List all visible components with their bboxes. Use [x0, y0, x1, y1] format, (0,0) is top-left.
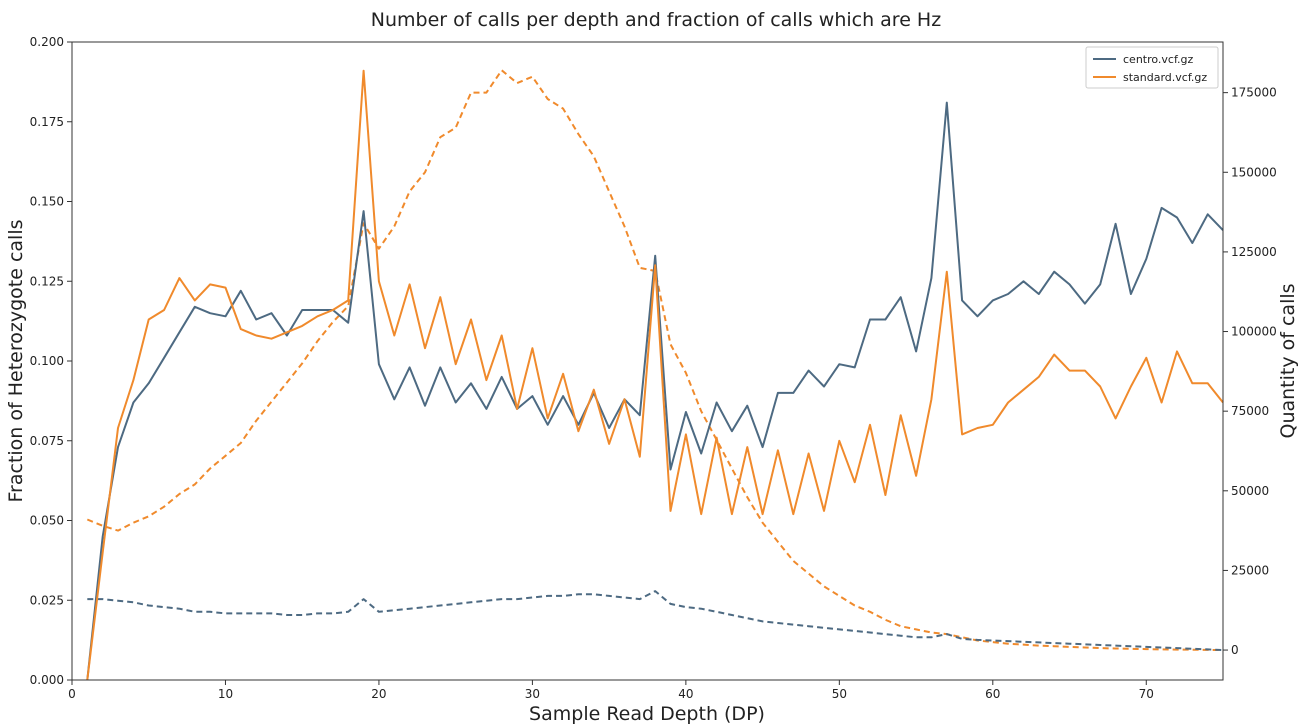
y-left-tick-label: 0.075 [30, 434, 64, 448]
legend: centro.vcf.gz standard.vcf.gz [1085, 46, 1219, 89]
series-line-1 [86, 69, 1224, 681]
y-left-tick-label: 0.025 [30, 593, 64, 607]
x-tick-label: 50 [832, 687, 847, 701]
y-right-tick-label: 50000 [1231, 484, 1269, 498]
x-axis-label: Sample Read Depth (DP) [529, 703, 765, 725]
x-tick-label: 20 [371, 687, 386, 701]
y-right-tick-label: 75000 [1231, 404, 1269, 418]
x-tick-label: 0 [68, 687, 76, 701]
series-line-2 [87, 590, 1224, 652]
x-tick-label: 60 [985, 687, 1000, 701]
y-left-tick-label: 0.100 [30, 354, 64, 368]
y-right-tick-label: 0 [1231, 643, 1239, 657]
y-right-tick-label: 125000 [1231, 245, 1277, 259]
legend-label-standard: standard.vcf.gz [1123, 71, 1207, 84]
x-axis-ticks: 0 10 20 30 40 50 60 70 [68, 680, 1154, 701]
y-left-tick-label: 0.175 [30, 115, 64, 129]
y-left-tick-label: 0.200 [30, 35, 64, 49]
y-right-tick-label: 150000 [1231, 165, 1277, 179]
y-left-tick-label: 0.000 [30, 673, 64, 687]
x-tick-label: 30 [525, 687, 540, 701]
y-left-tick-label: 0.150 [30, 195, 64, 209]
x-tick-label: 70 [1139, 687, 1154, 701]
legend-box [1085, 46, 1219, 89]
series-line-3 [86, 69, 1224, 652]
x-tick-label: 10 [218, 687, 233, 701]
legend-label-centro: centro.vcf.gz [1123, 53, 1194, 66]
y-left-axis-label: Fraction of Heterozygote calls [5, 220, 27, 503]
y-right-tick-label: 175000 [1231, 86, 1277, 100]
chart-title: Number of calls per depth and fraction o… [371, 9, 941, 31]
x-tick-label: 40 [678, 687, 693, 701]
y-right-axis-ticks: 0 25000 50000 75000 100000 125000 150000 175000 [1223, 86, 1277, 657]
y-left-tick-label: 0.050 [30, 514, 64, 528]
y-right-axis-label: Quantity of calls [1277, 283, 1299, 438]
series-lines [86, 69, 1224, 681]
y-right-tick-label: 100000 [1231, 325, 1277, 339]
y-left-axis-ticks: 0.000 0.025 0.050 0.075 0.100 0.125 0.150 0.175… [30, 35, 72, 687]
y-right-tick-label: 25000 [1231, 563, 1269, 577]
y-left-tick-label: 0.125 [30, 274, 64, 288]
series-line-0 [86, 101, 1224, 681]
